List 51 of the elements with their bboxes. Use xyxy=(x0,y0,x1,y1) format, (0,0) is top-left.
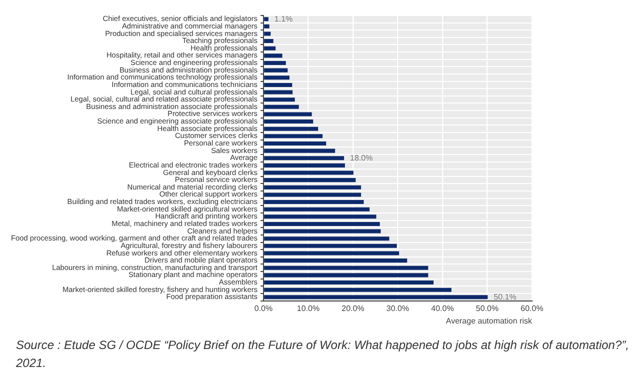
bar xyxy=(264,104,299,109)
bar xyxy=(264,126,318,131)
bar xyxy=(264,134,323,138)
bar xyxy=(264,214,376,219)
data-label: 1.1% xyxy=(274,14,293,24)
bar xyxy=(264,258,408,263)
data-label: 50.1% xyxy=(494,292,516,302)
bar xyxy=(264,76,290,80)
bar xyxy=(264,32,271,36)
x-tick-label: 50.0% xyxy=(476,304,499,313)
x-axis-title: Average automation risk xyxy=(446,316,533,326)
bar xyxy=(264,148,336,153)
bar xyxy=(264,178,356,182)
bar xyxy=(264,163,345,168)
x-tick-label: 10.0% xyxy=(296,304,320,313)
bar xyxy=(264,98,295,102)
bar xyxy=(264,68,288,72)
bar xyxy=(264,46,276,50)
bar xyxy=(264,156,344,160)
x-tick-label: 20.0% xyxy=(342,304,364,313)
bar xyxy=(264,207,370,212)
bar xyxy=(264,288,452,292)
x-tick-label: 0.0% xyxy=(254,304,273,313)
bar xyxy=(264,266,428,270)
bar xyxy=(264,273,428,278)
bar xyxy=(264,141,326,146)
bar xyxy=(264,120,314,124)
bar xyxy=(264,54,282,58)
bar xyxy=(264,60,286,66)
bar xyxy=(264,280,434,285)
bar xyxy=(264,82,292,87)
bar xyxy=(264,251,400,256)
bar xyxy=(264,192,362,197)
bar xyxy=(264,244,397,248)
bar xyxy=(264,17,268,22)
source-note: Source : Etude SG / OCDE “Policy Brief on the Future of Work: What happened to jobs at high risk of automation?”, 2021. xyxy=(15,337,630,372)
bar xyxy=(264,170,354,175)
bar xyxy=(264,236,390,241)
bar xyxy=(264,24,270,28)
x-tick-label: 40.0% xyxy=(431,304,454,313)
bar xyxy=(264,222,380,226)
bar xyxy=(264,200,364,204)
data-label: 18.0% xyxy=(350,153,373,162)
bar xyxy=(264,112,312,116)
bar xyxy=(264,39,274,44)
bar xyxy=(264,185,362,190)
x-tick-label: 30.0% xyxy=(386,304,410,313)
bar xyxy=(264,295,488,300)
x-tick-label: 60.0% xyxy=(520,304,544,313)
bar xyxy=(264,90,293,94)
bar xyxy=(264,229,381,234)
